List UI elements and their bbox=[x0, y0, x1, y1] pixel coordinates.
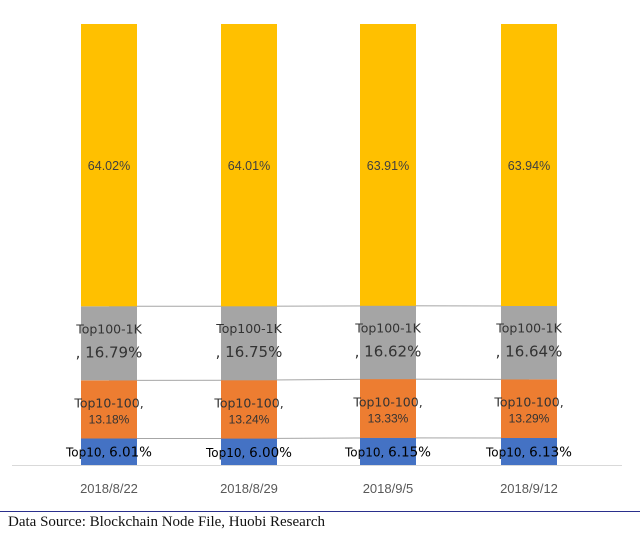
bar-segment-top10-100-0 bbox=[81, 380, 137, 439]
data-label-top10-0: Top10, 6.01% bbox=[65, 445, 152, 461]
bar-segment-top10-100-1 bbox=[221, 380, 277, 439]
stacked-bar-chart: Top10, 6.01% Top10-100, 13.18% Top100-1K , 1… bbox=[12, 24, 622, 496]
bar-segment-top100-1k-0 bbox=[81, 306, 137, 381]
bar-segment-top10-1 bbox=[221, 438, 277, 465]
bar-segment-top100-1k-2 bbox=[360, 305, 416, 380]
x-tick-label-3: 2018/9/12 bbox=[500, 481, 558, 496]
series-line-top10 bbox=[109, 437, 530, 439]
data-label-top10-100-value-3: 13.29% bbox=[509, 412, 550, 426]
bar-segment-top100-1k-3 bbox=[501, 306, 557, 380]
data-label-top10-100-name-2: Top10-100, bbox=[352, 394, 422, 409]
bar-segment-top10-100-3 bbox=[501, 379, 557, 438]
data-label-remaining-2: 63.91% bbox=[367, 159, 409, 173]
data-label-top100-1k-value-3: , 16.64% bbox=[496, 343, 563, 361]
bar-segment-remaining-3 bbox=[501, 24, 557, 306]
data-label-top100-1k-value-1: , 16.75% bbox=[216, 343, 283, 361]
data-label-top10-100-name-0: Top10-100, bbox=[73, 395, 143, 410]
data-label-top100-1k-name-2: Top100-1K bbox=[354, 320, 421, 335]
data-label-top10-1: Top10, 6.00% bbox=[205, 445, 292, 461]
x-tick-label-0: 2018/8/22 bbox=[80, 481, 138, 496]
data-label-top100-1k-name-1: Top100-1K bbox=[215, 321, 282, 336]
bar-segment-top10-3 bbox=[501, 438, 557, 465]
bar-segment-remaining-1 bbox=[221, 24, 277, 307]
data-label-top10-100-name-3: Top10-100, bbox=[493, 395, 563, 410]
data-label-remaining-1: 64.01% bbox=[228, 159, 270, 173]
data-label-top10-100-name-1: Top10-100, bbox=[213, 395, 283, 410]
bar-segment-top10-0 bbox=[81, 438, 137, 465]
data-label-top10-2: Top10, 6.15% bbox=[344, 444, 431, 460]
data-label-top10-3: Top10, 6.13% bbox=[485, 444, 572, 460]
data-label-top100-1k-value-2: , 16.62% bbox=[355, 342, 422, 360]
data-label-top10-100-value-0: 13.18% bbox=[89, 412, 130, 426]
data-label-top100-1k-value-0: , 16.79% bbox=[76, 343, 143, 361]
data-label-top100-1k-name-0: Top100-1K bbox=[75, 321, 142, 336]
data-label-top100-1k-name-3: Top100-1K bbox=[495, 321, 562, 336]
bar-segment-remaining-0 bbox=[81, 24, 137, 307]
data-source-note: Data Source: Blockchain Node File, Huobi… bbox=[8, 514, 325, 530]
data-label-top10-100-value-1: 13.24% bbox=[229, 412, 270, 426]
data-label-remaining-3: 63.94% bbox=[508, 159, 550, 173]
data-label-remaining-0: 64.02% bbox=[88, 159, 130, 173]
series-line-top100-1k bbox=[109, 305, 530, 307]
bar-segment-top100-1k-1 bbox=[221, 306, 277, 381]
series-line-top10-100 bbox=[108, 378, 530, 381]
data-label-top10-100-value-2: 13.33% bbox=[368, 411, 409, 425]
bar-segment-top10-2 bbox=[360, 437, 416, 465]
x-tick-label-2: 2018/9/5 bbox=[363, 481, 414, 496]
x-tick-label-1: 2018/8/29 bbox=[220, 481, 278, 496]
bar-segment-remaining-2 bbox=[360, 24, 416, 306]
bar-segment-top10-100-2 bbox=[360, 379, 416, 438]
source-divider bbox=[0, 511, 640, 512]
